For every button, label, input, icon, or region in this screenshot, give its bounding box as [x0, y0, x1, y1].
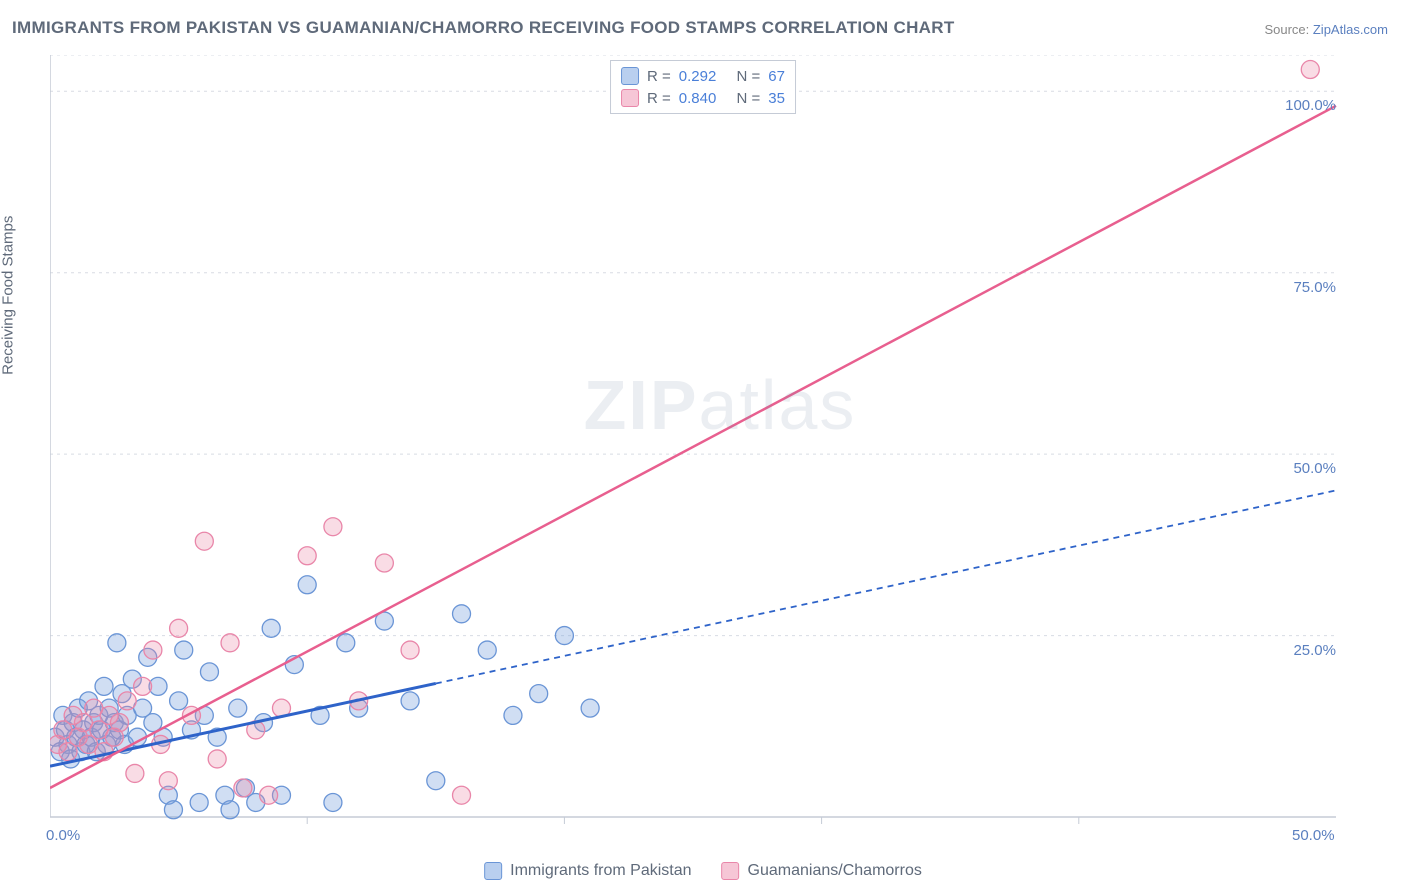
y-tick-label-3: 100.0%	[1276, 97, 1336, 114]
source-link[interactable]: ZipAtlas.com	[1313, 22, 1388, 37]
legend-series-swatch-0	[484, 862, 502, 880]
chart-plot-area: ZIPatlas	[50, 55, 1390, 850]
chart-container: IMMIGRANTS FROM PAKISTAN VS GUAMANIAN/CH…	[0, 0, 1406, 892]
legend-swatch-1	[621, 89, 639, 107]
y-tick-label-0: 25.0%	[1276, 642, 1336, 659]
y-tick-label-2: 75.0%	[1276, 279, 1336, 296]
legend-r-label-1: R =	[647, 90, 671, 107]
y-tick-label-1: 50.0%	[1276, 460, 1336, 477]
legend-correlation: R = 0.292 N = 67 R = 0.840 N = 35	[610, 60, 796, 114]
legend-series-1: Guamanians/Chamorros	[722, 862, 922, 880]
legend-n-label-0: N =	[737, 68, 761, 85]
legend-swatch-0	[621, 67, 639, 85]
source-label: Source:	[1264, 22, 1312, 37]
legend-series-label-1: Guamanians/Chamorros	[748, 862, 922, 880]
legend-n-label-1: N =	[737, 90, 761, 107]
legend-r-val-1: 0.840	[679, 90, 717, 107]
legend-n-val-0: 67	[768, 68, 785, 85]
chart-title: IMMIGRANTS FROM PAKISTAN VS GUAMANIAN/CH…	[12, 18, 955, 38]
legend-r-label-0: R =	[647, 68, 671, 85]
legend-n-val-1: 35	[768, 90, 785, 107]
legend-row-1: R = 0.840 N = 35	[621, 87, 785, 109]
legend-r-val-0: 0.292	[679, 68, 717, 85]
x-tick-label-0: 0.0%	[46, 827, 80, 844]
x-tick-label-1: 50.0%	[1292, 827, 1335, 844]
legend-series-swatch-1	[722, 862, 740, 880]
legend-series-label-0: Immigrants from Pakistan	[510, 862, 691, 880]
legend-series-0: Immigrants from Pakistan	[484, 862, 691, 880]
y-axis-label: Receiving Food Stamps	[0, 216, 17, 375]
chart-svg	[50, 55, 1390, 850]
legend-series: Immigrants from Pakistan Guamanians/Cham…	[484, 862, 922, 880]
source-attribution: Source: ZipAtlas.com	[1264, 22, 1388, 37]
legend-row-0: R = 0.292 N = 67	[621, 65, 785, 87]
